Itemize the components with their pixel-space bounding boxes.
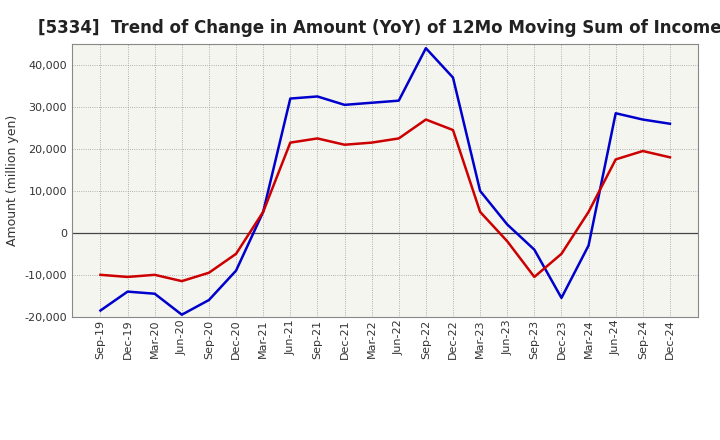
Net Income <box>584 209 593 215</box>
Ordinary Income <box>232 268 240 273</box>
Net Income <box>204 270 213 275</box>
Ordinary Income <box>313 94 322 99</box>
Ordinary Income <box>611 110 620 116</box>
Net Income <box>313 136 322 141</box>
Net Income <box>530 274 539 279</box>
Net Income <box>150 272 159 278</box>
Ordinary Income <box>150 291 159 297</box>
Ordinary Income <box>395 98 403 103</box>
Line: Net Income: Net Income <box>101 120 670 281</box>
Net Income <box>395 136 403 141</box>
Net Income <box>96 272 105 278</box>
Net Income <box>232 251 240 257</box>
Net Income <box>449 128 457 133</box>
Ordinary Income <box>557 295 566 301</box>
Net Income <box>123 274 132 279</box>
Ordinary Income <box>530 247 539 252</box>
Ordinary Income <box>421 46 430 51</box>
Net Income <box>178 279 186 284</box>
Ordinary Income <box>123 289 132 294</box>
Net Income <box>665 155 674 160</box>
Net Income <box>367 140 376 145</box>
Ordinary Income <box>449 75 457 80</box>
Line: Ordinary Income: Ordinary Income <box>101 48 670 315</box>
Ordinary Income <box>204 297 213 303</box>
Ordinary Income <box>665 121 674 126</box>
Net Income <box>286 140 294 145</box>
Title: [5334]  Trend of Change in Amount (YoY) of 12Mo Moving Sum of Incomes: [5334] Trend of Change in Amount (YoY) o… <box>38 19 720 37</box>
Net Income <box>557 251 566 257</box>
Ordinary Income <box>367 100 376 106</box>
Ordinary Income <box>584 243 593 248</box>
Y-axis label: Amount (million yen): Amount (million yen) <box>6 115 19 246</box>
Net Income <box>611 157 620 162</box>
Ordinary Income <box>96 308 105 313</box>
Ordinary Income <box>178 312 186 317</box>
Net Income <box>421 117 430 122</box>
Ordinary Income <box>503 222 511 227</box>
Net Income <box>503 238 511 244</box>
Ordinary Income <box>476 188 485 194</box>
Net Income <box>259 209 268 215</box>
Net Income <box>639 148 647 154</box>
Ordinary Income <box>341 102 349 107</box>
Net Income <box>341 142 349 147</box>
Ordinary Income <box>286 96 294 101</box>
Net Income <box>476 209 485 215</box>
Ordinary Income <box>259 209 268 215</box>
Ordinary Income <box>639 117 647 122</box>
